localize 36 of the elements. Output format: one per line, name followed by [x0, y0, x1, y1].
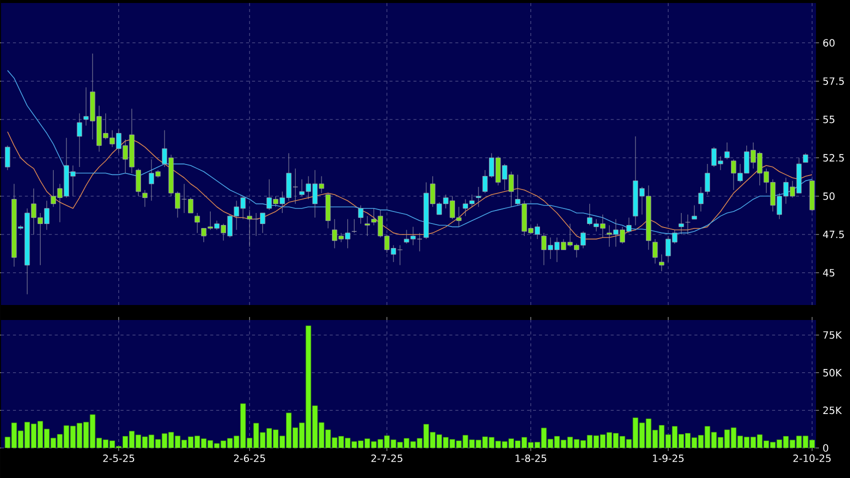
y-tick-label: 60	[823, 39, 835, 47]
candlestick	[724, 142, 730, 160]
candlestick	[652, 238, 658, 264]
candlestick	[685, 214, 690, 235]
candlestick	[678, 212, 684, 235]
candlestick	[698, 186, 704, 212]
y-tick-label: 57.5	[823, 77, 844, 85]
candlestick	[659, 254, 664, 272]
y-tick-label: 52.5	[823, 154, 844, 162]
x-tick-label: 1-9-25	[653, 454, 684, 462]
candlestick	[704, 164, 710, 195]
candlestick	[194, 212, 200, 234]
candlestick	[352, 218, 357, 234]
x-tick-label: 2-7-25	[371, 454, 402, 462]
candlestick	[136, 168, 141, 196]
y-tick-label: 75K	[823, 331, 842, 339]
x-tick-label: 2-6-25	[234, 454, 265, 462]
candlestick	[692, 205, 697, 220]
y-tick-label: 47.5	[823, 230, 844, 238]
x-tick-label: 1-8-25	[516, 454, 546, 462]
y-tick-label: 0	[823, 444, 828, 452]
y-tick-label: 50	[823, 192, 835, 200]
y-tick-label: 50K	[823, 368, 842, 376]
y-tick-label: 25K	[823, 406, 842, 414]
candlestick	[4, 145, 10, 170]
y-tick-label: 55	[823, 116, 834, 124]
y-tick-label: 45	[823, 269, 834, 276]
candlestick	[476, 186, 482, 208]
candlestick	[76, 113, 82, 168]
x-tick-label: 2-5-25	[103, 454, 134, 462]
candlestick	[364, 216, 370, 236]
x-tick-label: 2-10-25	[793, 454, 831, 462]
candlestick	[246, 210, 252, 247]
candlestick	[358, 205, 364, 224]
candlestick	[802, 152, 808, 163]
candlestick	[142, 190, 148, 208]
